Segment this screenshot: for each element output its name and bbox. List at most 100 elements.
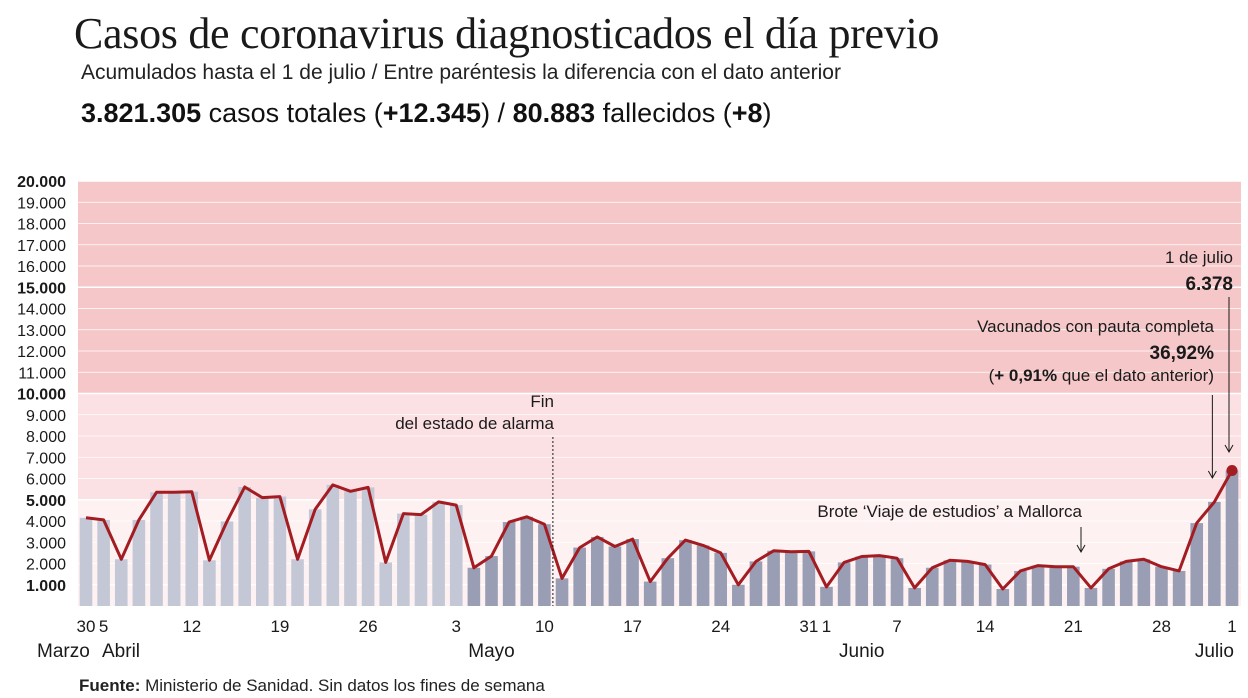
bar-60 [1137, 559, 1151, 606]
y-tick-label: 10.000 [17, 387, 66, 404]
bar-54 [1031, 565, 1045, 606]
bar-32 [643, 581, 657, 606]
x-tick-label: 17 [623, 617, 642, 636]
x-tick-label: 26 [359, 617, 378, 636]
bar-53 [1014, 570, 1027, 606]
bar-51 [978, 564, 992, 606]
bar-14 [326, 484, 340, 606]
cases-line [85, 469, 1234, 591]
bar-48 [925, 567, 939, 606]
brote-label: Brote ‘Viaje de estudios’ a Mallorca [817, 502, 1082, 521]
y-tick-label: 1.000 [26, 578, 66, 595]
bar-49 [943, 560, 957, 606]
y-tick-label: 16.000 [17, 259, 66, 276]
chart-title: Casos de coronavirus diagnosticados el d… [74, 9, 940, 58]
bar-23 [485, 556, 498, 606]
bar-65 [1225, 470, 1239, 606]
month-label: Abril [102, 641, 140, 662]
bar-12 [291, 559, 304, 606]
bar-15 [344, 491, 357, 606]
bar-41 [802, 551, 816, 606]
bar-series [79, 470, 1239, 606]
y-tick-label: 17.000 [17, 238, 66, 255]
y-tick-label: 20.000 [17, 174, 66, 191]
cases-diff: +12.345 [382, 98, 482, 128]
bar-18 [397, 513, 410, 606]
y-tick-label: 3.000 [26, 535, 66, 552]
y-tick-label: 5.000 [26, 493, 66, 510]
grid-lines [78, 180, 1241, 586]
vacunados-label: Vacunados con pauta completa [977, 317, 1214, 336]
fin-alarma-label-2: del estado de alarma [395, 414, 554, 433]
bar-3 [132, 519, 146, 606]
bar-34 [679, 540, 692, 606]
month-label: Junio [839, 641, 884, 662]
bar-39 [767, 550, 780, 606]
bar-64 [1208, 501, 1221, 606]
x-tick-label: 3 [452, 617, 461, 636]
vacunados-diff-text: que el dato anterior) [1057, 366, 1214, 385]
x-tick-label: 30 [77, 617, 96, 636]
x-tick-label: 1 [1227, 617, 1236, 636]
bar-6 [185, 491, 199, 606]
y-tick-label: 19.000 [17, 195, 66, 212]
bar-28 [573, 547, 586, 606]
end-text: ) [762, 98, 772, 128]
bar-11 [273, 496, 287, 606]
x-tick-label: 7 [892, 617, 901, 636]
bar-19 [414, 514, 428, 606]
bar-62 [1172, 570, 1186, 606]
cases-text: casos totales ( [201, 98, 383, 128]
brote-arrow-head [1076, 544, 1086, 554]
month-label: Mayo [468, 641, 514, 662]
deaths-text: fallecidos ( [595, 98, 732, 128]
x-tick-label: 28 [1152, 617, 1171, 636]
bar-46 [890, 558, 904, 606]
band-1 [78, 393, 1241, 500]
bar-58 [1102, 568, 1115, 606]
bar-31 [626, 539, 639, 606]
bar-26 [538, 524, 551, 606]
month-label: Marzo [37, 641, 90, 662]
bar-4 [150, 492, 163, 606]
x-tick-label: 5 [99, 617, 108, 636]
bar-57 [1084, 587, 1098, 606]
annotations: Fin del estado de alarma Brote ‘Viaje de e… [395, 248, 1234, 606]
vacunados-arrow-head [1207, 470, 1217, 480]
bar-21 [449, 505, 463, 606]
deaths-diff: +8 [731, 98, 763, 128]
bar-17 [379, 562, 393, 606]
y-tick-label: 12.000 [17, 344, 66, 361]
fin-alarma-label-1: Fin [530, 392, 554, 411]
x-tick-label: 24 [711, 617, 730, 636]
month-label: Julio [1195, 641, 1234, 662]
bar-22 [467, 567, 481, 606]
y-tick-label: 2.000 [26, 557, 66, 574]
last-point-arrow-head [1224, 444, 1234, 454]
bar-59 [1119, 561, 1133, 606]
vacunados-value: 36,92% [1150, 343, 1215, 364]
bar-50 [961, 561, 974, 606]
x-tick-label: 14 [976, 617, 995, 636]
vacunados-diff-open: ( [989, 366, 995, 385]
y-tick-label: 15.000 [17, 280, 66, 297]
y-axis: 1.000 2.000 3.000 4.000 5.000 6.000 7.000 8.000… [17, 174, 66, 595]
bar-25 [520, 516, 534, 606]
bar-35 [696, 545, 710, 606]
last-point-value: 6.378 [1185, 274, 1233, 295]
source-text: Ministerio de Sanidad. Sin datos los fin… [140, 676, 545, 695]
y-tick-label: 9.000 [26, 408, 66, 425]
bar-33 [661, 558, 675, 606]
y-tick-label: 4.000 [26, 514, 66, 531]
x-tick-label: 21 [1064, 617, 1083, 636]
y-tick-label: 6.000 [26, 472, 66, 489]
bar-37 [732, 584, 745, 606]
y-tick-label: 7.000 [26, 450, 66, 467]
bar-47 [908, 587, 921, 606]
bar-16 [361, 487, 375, 606]
bar-24 [502, 522, 516, 606]
y-tick-label: 14.000 [17, 302, 66, 319]
bar-56 [1067, 566, 1080, 606]
source-label: Fuente: [79, 676, 141, 695]
